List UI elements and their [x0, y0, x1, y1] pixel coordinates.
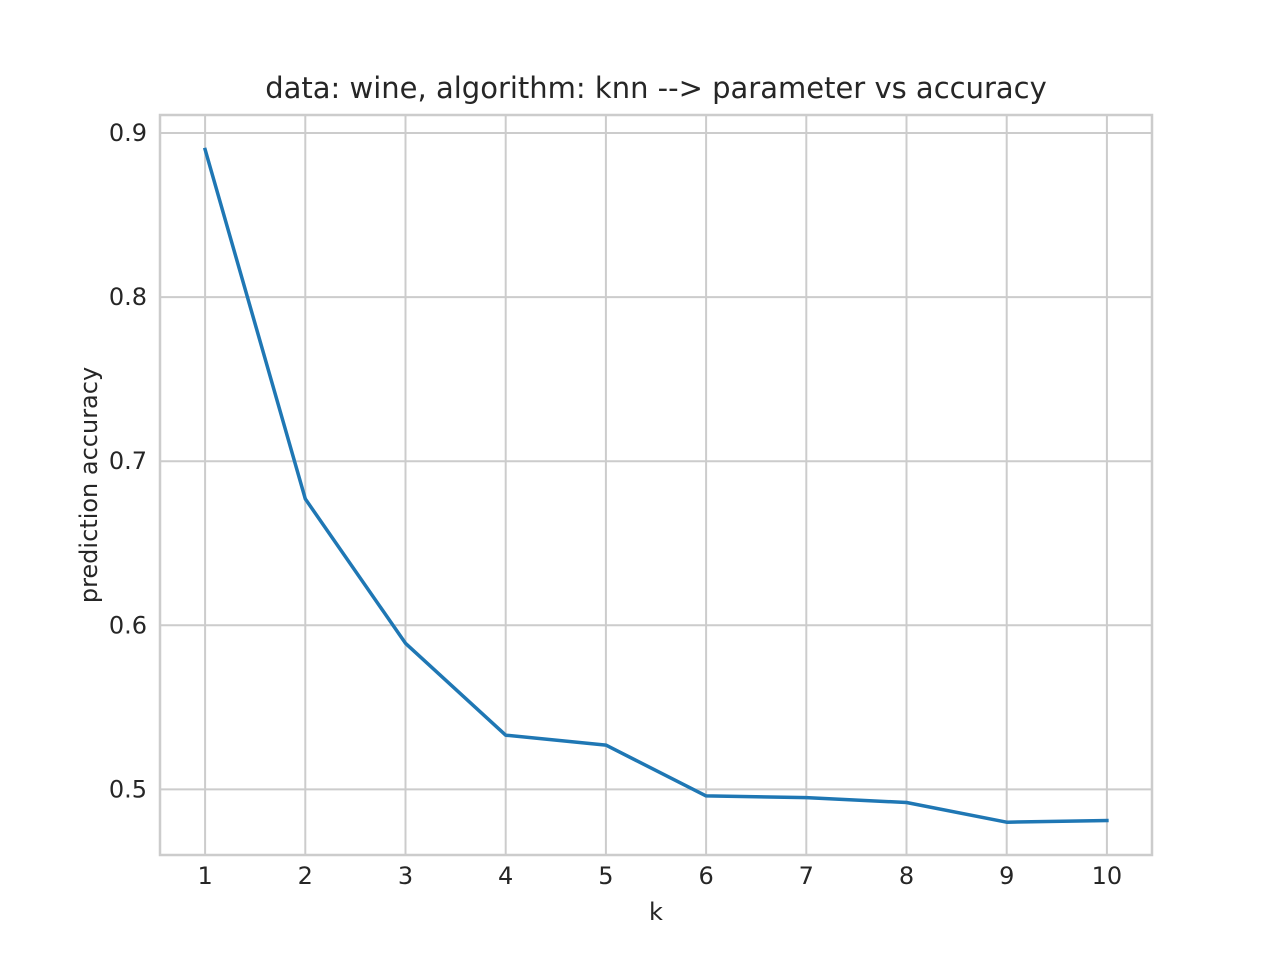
series-group [202, 147, 1109, 824]
grid [160, 115, 1152, 855]
x-tick-label: 8 [899, 862, 914, 890]
x-tick-label: 5 [598, 862, 613, 890]
x-tick-label: 6 [698, 862, 713, 890]
chart-title: data: wine, algorithm: knn --> parameter… [265, 71, 1047, 105]
x-tick-label: 9 [999, 862, 1014, 890]
y-tick-label: 0.6 [109, 611, 147, 639]
y-tick-label: 0.8 [109, 283, 147, 311]
plot-frame [158, 113, 1154, 857]
tick-labels: 1 2 3 4 5 6 7 8 9 10 0.5 0.6 0.7 0.8 0.9 [109, 119, 1122, 890]
y-tick-label: 0.7 [109, 447, 147, 475]
x-tick-label: 10 [1092, 862, 1123, 890]
x-tick-label: 3 [398, 862, 413, 890]
x-tick-label: 1 [197, 862, 212, 890]
y-tick-label: 0.9 [109, 119, 147, 147]
y-axis-label: prediction accuracy [75, 367, 103, 603]
series-line-0 [202, 147, 1109, 824]
x-tick-label: 7 [799, 862, 814, 890]
x-tick-label: 2 [298, 862, 313, 890]
x-axis-label: k [649, 898, 663, 926]
x-tick-label: 4 [498, 862, 513, 890]
y-tick-label: 0.5 [109, 775, 147, 803]
